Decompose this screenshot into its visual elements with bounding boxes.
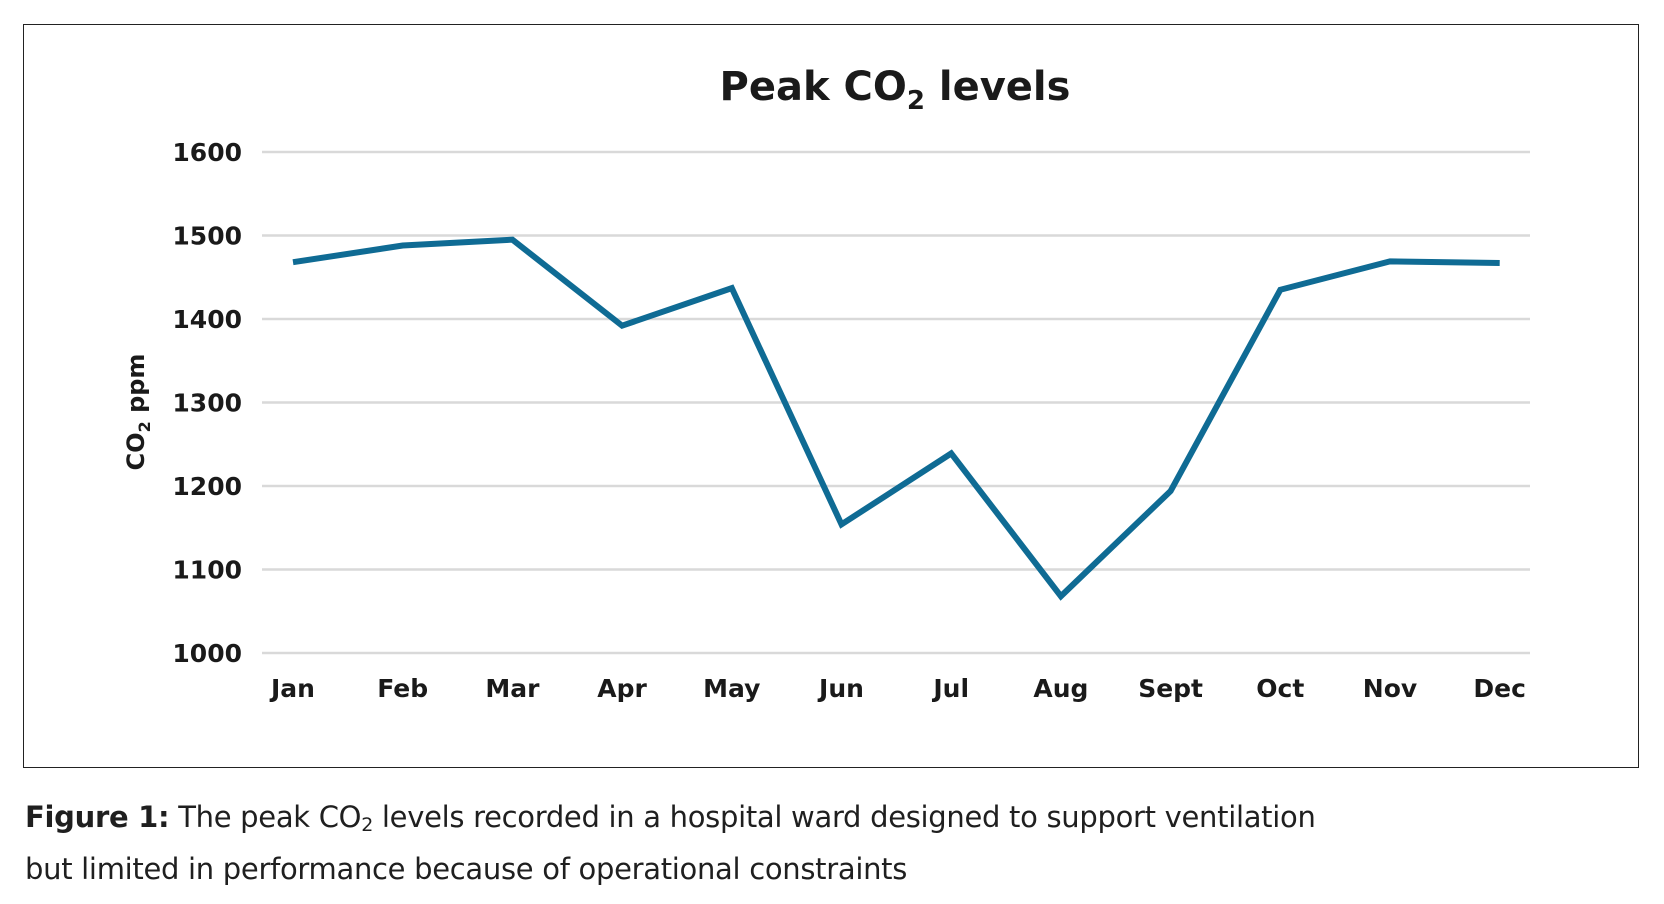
- caption-line-1: Figure 1: The peak CO2 levels recorded i…: [25, 795, 1585, 847]
- x-tick-label: Dec: [1473, 674, 1526, 703]
- y-tick-label: 1300: [172, 389, 242, 418]
- series-layer: [292, 236, 1500, 601]
- chart-title: Peak CO2 levels: [720, 64, 1071, 116]
- x-tick-label: Jan: [269, 674, 315, 703]
- x-tick-label: Nov: [1363, 674, 1417, 703]
- figure-frame: [23, 24, 1639, 768]
- y-axis-ticks: 1000 1100 1200 1300 1400 1500 1600: [172, 138, 242, 668]
- y-tick-label: 1100: [172, 556, 242, 585]
- figure-caption: Figure 1: The peak CO2 levels recorded i…: [25, 795, 1585, 891]
- caption-text-2: levels recorded in a hospital ward desig…: [372, 800, 1316, 834]
- y-tick-label: 1400: [172, 305, 242, 334]
- x-tick-label: Mar: [485, 674, 540, 703]
- y-tick-label: 1200: [172, 472, 242, 501]
- caption-subscript: 2: [361, 814, 373, 836]
- x-tick-label: Oct: [1256, 674, 1304, 703]
- gridlines: [262, 150, 1530, 655]
- y-axis-label: CO2 ppm: [122, 354, 154, 471]
- line-chart: Peak CO2 levels CO2 ppm 1000 1100 1200 1300…: [122, 64, 1530, 703]
- x-tick-label: Jul: [931, 674, 969, 703]
- x-tick-label: Feb: [377, 674, 428, 703]
- x-tick-label: May: [703, 674, 760, 703]
- series-line: [292, 236, 1500, 601]
- caption-line-2: but limited in performance because of op…: [25, 852, 908, 886]
- x-tick-label: Jun: [817, 674, 864, 703]
- caption-lead: Figure 1:: [25, 800, 170, 834]
- caption-text-1: The peak CO: [169, 800, 362, 834]
- y-tick-label: 1500: [172, 222, 242, 251]
- y-tick-label: 1600: [172, 138, 242, 167]
- y-tick-label: 1000: [172, 639, 242, 668]
- x-tick-label: Aug: [1033, 674, 1088, 703]
- x-axis-ticks: Jan Feb Mar Apr May Jun Jul Aug Sept Oct Nov Dec: [269, 674, 1526, 703]
- x-tick-label: Sept: [1138, 674, 1203, 703]
- x-tick-label: Apr: [597, 674, 647, 703]
